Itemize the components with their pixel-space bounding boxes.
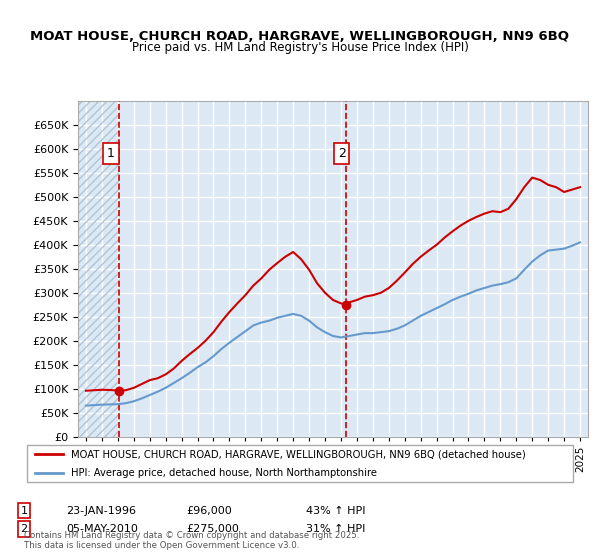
Text: 1: 1 [20,506,28,516]
Bar [78,101,119,437]
Text: 31% ↑ HPI: 31% ↑ HPI [306,524,365,534]
Text: 43% ↑ HPI: 43% ↑ HPI [306,506,365,516]
Text: 1: 1 [107,147,115,160]
Text: 05-MAY-2010: 05-MAY-2010 [66,524,138,534]
Text: £96,000: £96,000 [186,506,232,516]
Text: £275,000: £275,000 [186,524,239,534]
Text: Price paid vs. HM Land Registry's House Price Index (HPI): Price paid vs. HM Land Registry's House … [131,41,469,54]
Text: MOAT HOUSE, CHURCH ROAD, HARGRAVE, WELLINGBOROUGH, NN9 6BQ (detached house): MOAT HOUSE, CHURCH ROAD, HARGRAVE, WELLI… [71,449,526,459]
FancyBboxPatch shape [27,445,573,482]
Text: Contains HM Land Registry data © Crown copyright and database right 2025.
This d: Contains HM Land Registry data © Crown c… [24,530,359,550]
Text: 2: 2 [20,524,28,534]
Text: 2: 2 [338,147,346,160]
Text: HPI: Average price, detached house, North Northamptonshire: HPI: Average price, detached house, Nort… [71,468,377,478]
Text: 23-JAN-1996: 23-JAN-1996 [66,506,136,516]
Text: MOAT HOUSE, CHURCH ROAD, HARGRAVE, WELLINGBOROUGH, NN9 6BQ: MOAT HOUSE, CHURCH ROAD, HARGRAVE, WELLI… [31,30,569,43]
